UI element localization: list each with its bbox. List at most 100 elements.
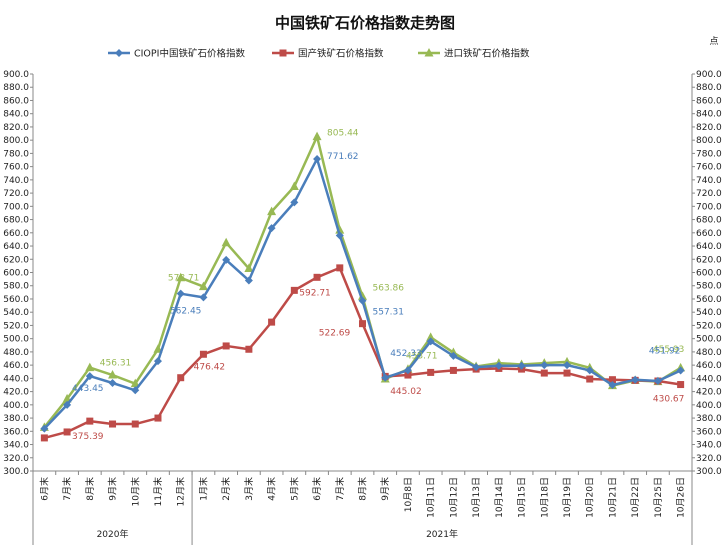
square-marker (290, 286, 298, 294)
x-tick-label: 10月22日 (630, 477, 641, 518)
y-tick-label-left: 540.0 (3, 308, 29, 318)
square-marker (336, 264, 344, 272)
y-tick-label-left: 680.0 (3, 216, 29, 226)
diamond-marker (199, 293, 208, 302)
diamond-marker (358, 296, 367, 305)
y-tick-label-right: 880.0 (696, 83, 722, 93)
series-2 (39, 131, 686, 431)
unit-label: 点 (709, 36, 718, 47)
x-tick-label: 11月末 (152, 477, 164, 506)
diamond-marker (653, 377, 662, 386)
triangle-marker (85, 362, 95, 372)
square-marker (313, 273, 321, 281)
x-tick-label: 10月25日 (653, 477, 664, 518)
x-tick-label: 10月8日 (403, 477, 414, 512)
square-marker (268, 318, 276, 326)
diamond-marker (313, 154, 322, 163)
y-tick-label-left: 360.0 (3, 427, 29, 437)
data-label: 557.31 (373, 308, 405, 318)
square-marker (109, 420, 117, 428)
x-tick-label: 5月末 (288, 477, 300, 501)
x-tick-label: 12月末 (175, 477, 187, 506)
y-tick-label-right: 480.0 (696, 348, 722, 358)
x-tick-label: 10月12日 (448, 477, 459, 518)
diamond-marker (131, 386, 140, 395)
diamond-marker (267, 224, 276, 233)
square-marker (540, 369, 548, 377)
data-label: 476.42 (194, 362, 226, 372)
x-tick-label: 7月末 (334, 477, 346, 501)
y-tick-label-left: 340.0 (3, 441, 29, 451)
legend-label: 国产铁矿石价格指数 (298, 48, 384, 60)
y-tick-label-left: 380.0 (3, 414, 29, 424)
y-tick-label-left: 420.0 (3, 388, 29, 398)
series-layer (39, 131, 686, 442)
y-tick-label-right: 620.0 (696, 255, 722, 265)
square-marker (427, 368, 435, 376)
y-tick-label-left: 320.0 (3, 454, 29, 464)
data-label: 771.62 (327, 152, 359, 162)
data-label: 451.92 (649, 346, 681, 356)
axes: 300.0 300.0 320.0 320.0 340.0 340.0 360.0 360.0… (3, 70, 722, 545)
data-label: 445.02 (390, 387, 422, 397)
y-tick-label-right: 720.0 (696, 189, 722, 199)
square-marker (608, 376, 616, 384)
diamond-marker (426, 337, 435, 346)
y-tick-label-left: 800.0 (3, 136, 29, 146)
series-0 (40, 154, 685, 433)
data-label: 452.33 (390, 349, 422, 359)
y-tick-label-left: 740.0 (3, 176, 29, 186)
diamond-marker (563, 361, 572, 370)
y-tick-label-left: 900.0 (3, 70, 29, 80)
data-label: 456.31 (100, 359, 132, 369)
x-tick-label: 10月26日 (676, 477, 687, 518)
square-marker (677, 381, 685, 389)
diamond-marker (153, 357, 162, 366)
y-tick-label-left: 480.0 (3, 348, 29, 358)
square-marker (154, 414, 162, 422)
y-tick-label-left: 660.0 (3, 229, 29, 239)
data-label: 563.86 (373, 283, 405, 293)
y-tick-label-right: 560.0 (696, 295, 722, 305)
y-tick-label-right: 400.0 (696, 401, 722, 411)
x-tick-label: 10月11日 (426, 477, 437, 518)
triangle-marker (108, 370, 118, 379)
diamond-marker (290, 198, 299, 207)
y-tick-label-left: 560.0 (3, 295, 29, 305)
x-tick-label: 4月末 (266, 477, 278, 501)
square-marker (359, 320, 366, 328)
diamond-marker (381, 373, 390, 382)
y-tick-label-right: 500.0 (696, 335, 722, 345)
y-tick-label-right: 320.0 (696, 454, 722, 464)
triangle-marker (312, 131, 322, 141)
group-label: 2020年 (97, 528, 129, 540)
chart-title: 中国铁矿石价格指数走势图 (275, 14, 455, 32)
y-tick-label-right: 300.0 (696, 467, 722, 477)
square-marker (404, 371, 412, 379)
diamond-marker (631, 375, 640, 384)
diamond-marker (108, 378, 117, 387)
data-label: 592.71 (299, 288, 331, 298)
y-tick-label-right: 760.0 (696, 163, 722, 173)
y-tick-label-left: 460.0 (3, 361, 29, 371)
y-tick-label-left: 720.0 (3, 189, 29, 199)
data-label: 375.39 (72, 432, 104, 442)
diamond-marker (335, 231, 344, 240)
square-marker (449, 366, 457, 374)
x-tick-label: 10月18日 (539, 477, 550, 518)
x-tick-label: 10月21日 (607, 477, 618, 518)
data-label: 430.67 (653, 395, 685, 405)
x-tick-label: 6月末 (311, 477, 323, 501)
diamond-marker (540, 361, 549, 370)
square-marker (563, 369, 571, 377)
data-label: 522.69 (319, 329, 351, 339)
group-label: 2021年 (426, 528, 458, 540)
diamond-marker (115, 49, 123, 57)
y-tick-label-left: 300.0 (3, 467, 29, 477)
square-marker (40, 434, 48, 442)
x-tick-label: 1月末 (197, 477, 209, 501)
y-tick-label-left: 820.0 (3, 123, 29, 133)
data-labels: 456.31 443.45 375.39 578.71 562.45 476.42 805.… (72, 129, 684, 443)
